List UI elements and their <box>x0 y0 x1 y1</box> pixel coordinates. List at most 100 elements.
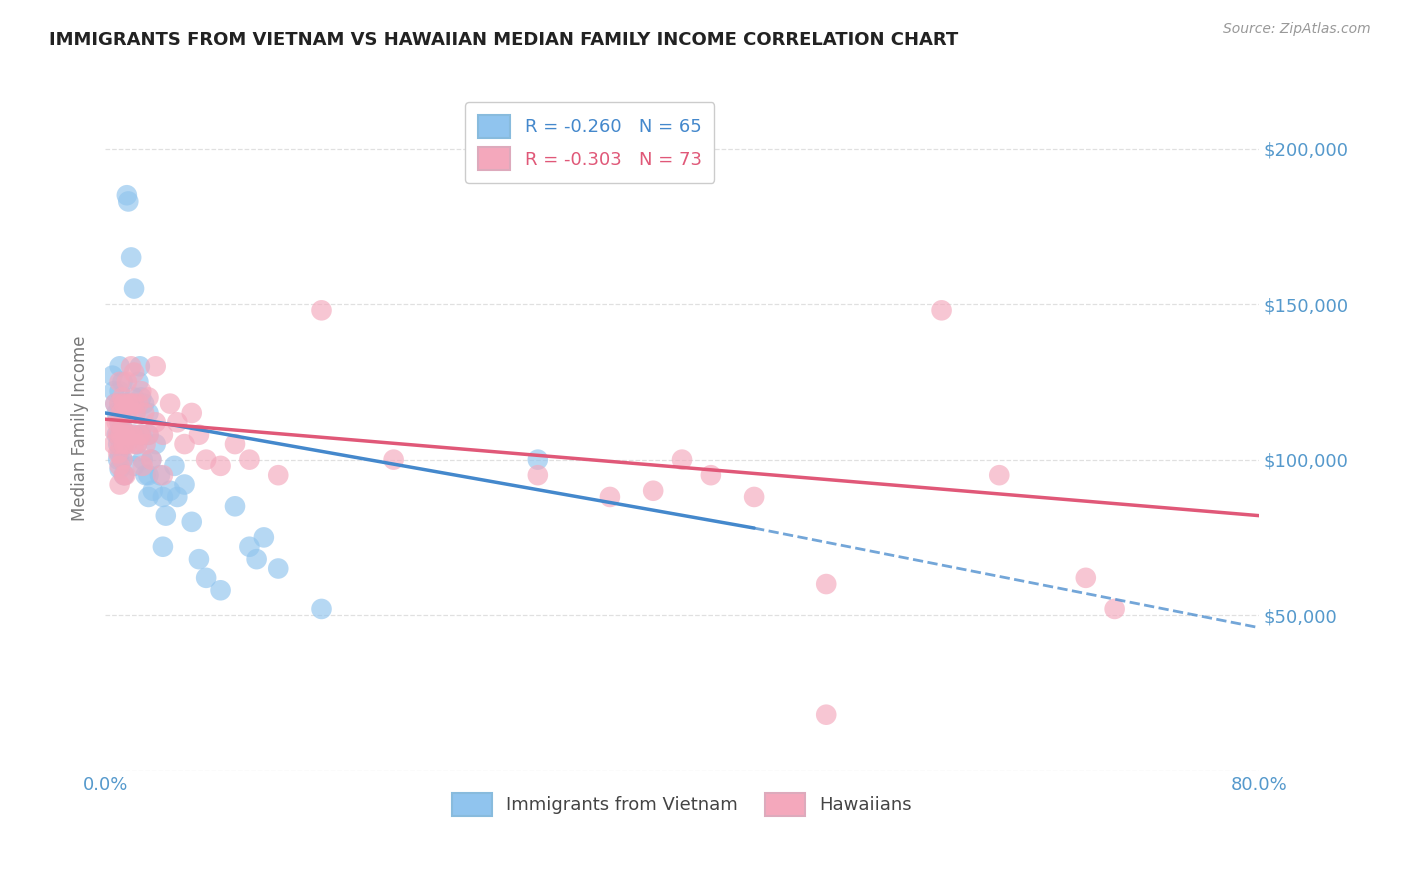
Point <box>527 468 550 483</box>
Point <box>110 406 132 420</box>
Point <box>108 415 131 429</box>
Point <box>145 415 167 429</box>
Point <box>138 490 160 504</box>
Point <box>135 437 157 451</box>
Point <box>124 406 146 420</box>
Point <box>110 427 132 442</box>
Point <box>122 427 145 442</box>
Point <box>114 397 136 411</box>
Point <box>122 397 145 411</box>
Point <box>108 397 131 411</box>
Point <box>224 500 246 514</box>
Point <box>135 468 157 483</box>
Point <box>120 251 142 265</box>
Point <box>115 437 138 451</box>
Point <box>105 415 128 429</box>
Point <box>111 452 134 467</box>
Point <box>111 391 134 405</box>
Point <box>125 437 148 451</box>
Point <box>173 477 195 491</box>
Point <box>238 452 260 467</box>
Point <box>152 468 174 483</box>
Point <box>118 427 141 442</box>
Point <box>134 397 156 411</box>
Point <box>108 437 131 451</box>
Point <box>108 415 131 429</box>
Point <box>127 375 149 389</box>
Point <box>122 391 145 405</box>
Point <box>1104 602 1126 616</box>
Point <box>117 194 139 209</box>
Point <box>122 437 145 451</box>
Point <box>107 437 129 451</box>
Text: Source: ZipAtlas.com: Source: ZipAtlas.com <box>1223 22 1371 37</box>
Point <box>111 375 134 389</box>
Point <box>114 427 136 442</box>
Point <box>131 458 153 473</box>
Point <box>104 397 127 411</box>
Point <box>111 421 134 435</box>
Point <box>124 406 146 420</box>
Point <box>141 452 163 467</box>
Point <box>382 452 405 467</box>
Point <box>224 437 246 451</box>
Point <box>159 483 181 498</box>
Point <box>671 452 693 467</box>
Point <box>128 359 150 374</box>
Point <box>209 583 232 598</box>
Point <box>108 359 131 374</box>
Point <box>187 552 209 566</box>
Point <box>129 427 152 442</box>
Point <box>527 452 550 467</box>
Point <box>138 406 160 420</box>
Point <box>138 468 160 483</box>
Point <box>311 602 333 616</box>
Point <box>127 397 149 411</box>
Point <box>108 446 131 460</box>
Point <box>105 427 128 442</box>
Text: IMMIGRANTS FROM VIETNAM VS HAWAIIAN MEDIAN FAMILY INCOME CORRELATION CHART: IMMIGRANTS FROM VIETNAM VS HAWAIIAN MEDI… <box>49 31 959 49</box>
Point <box>105 406 128 420</box>
Point <box>145 359 167 374</box>
Point <box>152 490 174 504</box>
Point <box>238 540 260 554</box>
Point <box>159 397 181 411</box>
Point <box>931 303 953 318</box>
Point <box>131 452 153 467</box>
Point <box>599 490 621 504</box>
Point <box>138 427 160 442</box>
Legend: Immigrants from Vietnam, Hawaiians: Immigrants from Vietnam, Hawaiians <box>444 786 920 823</box>
Point <box>108 397 131 411</box>
Point <box>267 561 290 575</box>
Point <box>700 468 723 483</box>
Point <box>145 437 167 451</box>
Point <box>138 427 160 442</box>
Point <box>117 397 139 411</box>
Point <box>108 477 131 491</box>
Point <box>120 397 142 411</box>
Point <box>115 375 138 389</box>
Point <box>815 707 838 722</box>
Point <box>112 468 135 483</box>
Point <box>155 508 177 523</box>
Point <box>107 427 129 442</box>
Point <box>112 397 135 411</box>
Point <box>101 421 124 435</box>
Point <box>114 468 136 483</box>
Point <box>112 437 135 451</box>
Point <box>180 406 202 420</box>
Point <box>108 375 131 389</box>
Point <box>103 384 125 399</box>
Point <box>110 437 132 451</box>
Point <box>125 437 148 451</box>
Point <box>149 468 172 483</box>
Point <box>104 397 127 411</box>
Point <box>122 281 145 295</box>
Point <box>152 540 174 554</box>
Point <box>246 552 269 566</box>
Point <box>112 437 135 451</box>
Point <box>108 427 131 442</box>
Point <box>110 406 132 420</box>
Point <box>129 384 152 399</box>
Point <box>134 406 156 420</box>
